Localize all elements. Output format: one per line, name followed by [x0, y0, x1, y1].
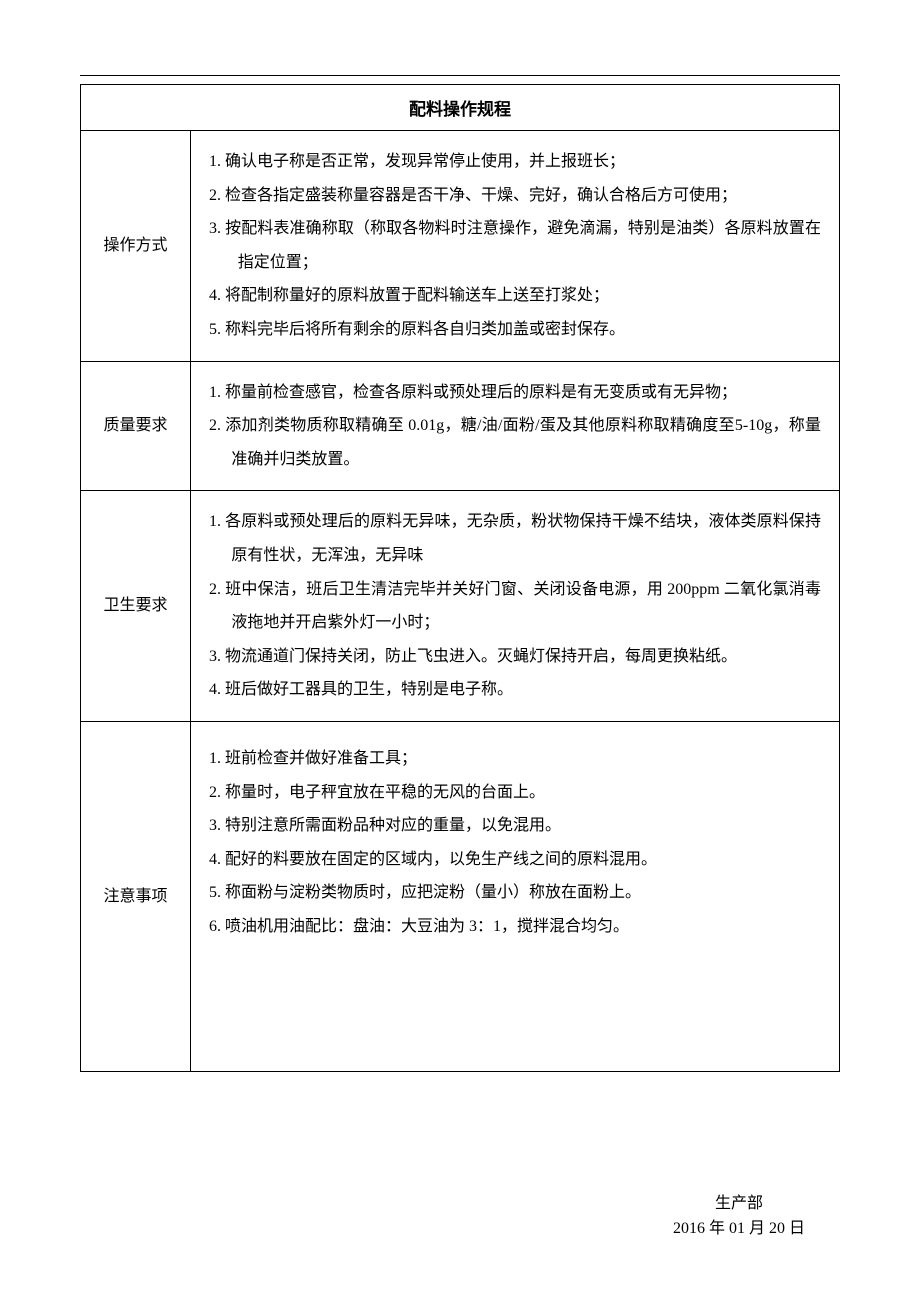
list-item: 4. 配好的料要放在固定的区域内，以免生产线之间的原料混用。: [209, 843, 821, 877]
row-label-hygiene: 卫生要求: [81, 491, 191, 722]
list-item: 2. 称量时，电子秤宜放在平稳的无风的台面上。: [209, 776, 821, 810]
list-item: 5. 称面粉与淀粉类物质时，应把淀粉（量小）称放在面粉上。: [209, 876, 821, 910]
row-content-operation: 1. 确认电子称是否正常，发现异常停止使用，并上报班长； 2. 检查各指定盛装称…: [191, 131, 840, 362]
procedure-table: 配料操作规程 操作方式 1. 确认电子称是否正常，发现异常停止使用，并上报班长；…: [80, 84, 840, 1072]
hygiene-list: 1. 各原料或预处理后的原料无异味，无杂质，粉状物保持干燥不结块，液体类原料保持…: [209, 505, 821, 707]
list-item: 1. 称量前检查感官，检查各原料或预处理后的原料是有无变质或有无异物；: [209, 376, 821, 410]
list-item: 5. 称料完毕后将所有剩余的原料各自归类加盖或密封保存。: [209, 313, 821, 347]
row-content-notes: 1. 班前检查并做好准备工具； 2. 称量时，电子秤宜放在平稳的无风的台面上。 …: [191, 721, 840, 1071]
row-label-quality: 质量要求: [81, 361, 191, 491]
footer-dept: 生产部: [673, 1191, 805, 1217]
list-item: 6. 喷油机用油配比：盘油：大豆油为 3：1，搅拌混合均匀。: [209, 910, 821, 944]
operation-list: 1. 确认电子称是否正常，发现异常停止使用，并上报班长； 2. 检查各指定盛装称…: [209, 145, 821, 347]
list-item: 4. 将配制称量好的原料放置于配料输送车上送至打浆处；: [209, 279, 821, 313]
quality-list: 1. 称量前检查感官，检查各原料或预处理后的原料是有无变质或有无异物； 2. 添…: [209, 376, 821, 477]
notes-list: 1. 班前检查并做好准备工具； 2. 称量时，电子秤宜放在平稳的无风的台面上。 …: [209, 742, 821, 944]
top-divider: [80, 75, 840, 76]
footer-date: 2016 年 01 月 20 日: [673, 1216, 805, 1242]
footer: 生产部 2016 年 01 月 20 日: [673, 1191, 805, 1242]
row-content-quality: 1. 称量前检查感官，检查各原料或预处理后的原料是有无变质或有无异物； 2. 添…: [191, 361, 840, 491]
list-item: 3. 特别注意所需面粉品种对应的重量，以免混用。: [209, 809, 821, 843]
list-item: 1. 各原料或预处理后的原料无异味，无杂质，粉状物保持干燥不结块，液体类原料保持…: [209, 505, 821, 572]
list-item: 2. 检查各指定盛装称量容器是否干净、干燥、完好，确认合格后方可使用；: [209, 179, 821, 213]
list-item: 2. 班中保洁，班后卫生清洁完毕并关好门窗、关闭设备电源，用 200ppm 二氧…: [209, 573, 821, 640]
list-item: 3. 按配料表准确称取（称取各物料时注意操作，避免滴漏，特别是油类）各原料放置在…: [209, 212, 821, 279]
row-label-notes: 注意事项: [81, 721, 191, 1071]
list-item: 1. 确认电子称是否正常，发现异常停止使用，并上报班长；: [209, 145, 821, 179]
table-title: 配料操作规程: [81, 85, 840, 131]
row-content-hygiene: 1. 各原料或预处理后的原料无异味，无杂质，粉状物保持干燥不结块，液体类原料保持…: [191, 491, 840, 722]
list-item: 2. 添加剂类物质称取精确至 0.01g，糖/油/面粉/蛋及其他原料称取精确度至…: [209, 409, 821, 476]
list-item: 1. 班前检查并做好准备工具；: [209, 742, 821, 776]
list-item: 3. 物流通道门保持关闭，防止飞虫进入。灭蝇灯保持开启，每周更换粘纸。: [209, 640, 821, 674]
list-item: 4. 班后做好工器具的卫生，特别是电子称。: [209, 673, 821, 707]
row-label-operation: 操作方式: [81, 131, 191, 362]
